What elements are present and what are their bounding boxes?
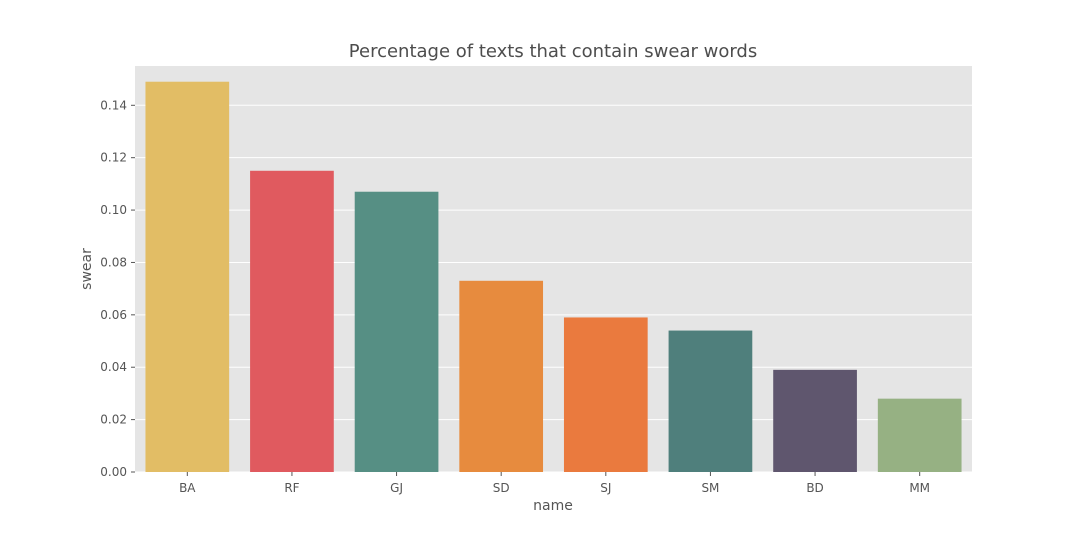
y-tick-label: 0.04: [100, 360, 127, 374]
bar-mm: [877, 398, 962, 472]
bar-gj: [354, 191, 439, 472]
bar-sj: [563, 317, 648, 472]
x-tick-label: BA: [179, 481, 196, 495]
chart-title: Percentage of texts that contain swear w…: [349, 41, 757, 62]
y-tick-label: 0.08: [100, 255, 127, 269]
x-tick-label: BD: [806, 481, 823, 495]
x-axis-ticks: BA RF GJ SD SJ SM BD MM: [179, 472, 930, 495]
y-tick-label: 0.10: [100, 203, 127, 217]
bars: [145, 81, 962, 472]
x-tick-label: MM: [909, 481, 930, 495]
x-tick-label: GJ: [390, 481, 403, 495]
y-tick-label: 0.06: [100, 308, 127, 322]
x-axis-label: name: [533, 498, 573, 514]
y-tick-label: 0.02: [100, 413, 127, 427]
bar-ba: [145, 81, 230, 472]
y-axis-label: swear: [79, 248, 95, 290]
y-axis-ticks: 0.00 0.02 0.04 0.06 0.08 0.10 0.12 0.14: [100, 98, 135, 479]
bar-sm: [668, 330, 753, 472]
y-tick-label: 0.00: [100, 465, 127, 479]
bar-sd: [459, 280, 544, 472]
x-tick-label: SD: [493, 481, 510, 495]
bar-rf: [250, 170, 334, 472]
bar-bd: [773, 369, 857, 472]
x-tick-label: SM: [701, 481, 719, 495]
x-tick-label: RF: [284, 481, 299, 495]
y-tick-label: 0.14: [100, 98, 127, 112]
x-tick-label: SJ: [600, 481, 611, 495]
y-tick-label: 0.12: [100, 151, 127, 165]
